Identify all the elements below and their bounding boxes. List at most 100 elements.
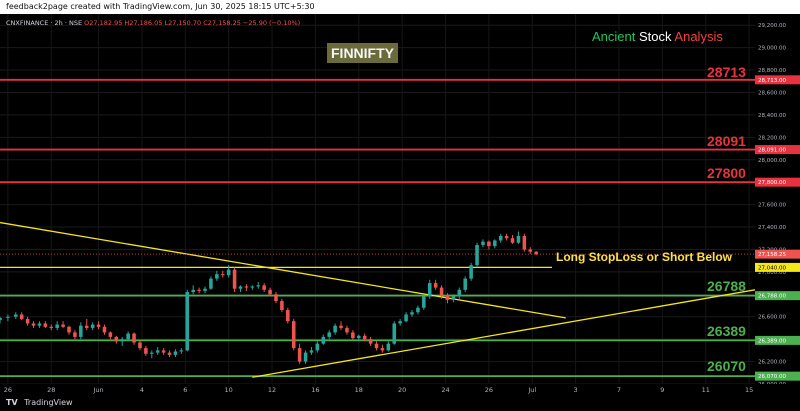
price-tag-label: 26,788.00 (758, 294, 786, 300)
candle-body-74 (439, 287, 444, 296)
candle-body-13 (79, 325, 83, 337)
candle-body-48 (286, 310, 290, 322)
candle-body-19 (114, 336, 119, 342)
time-tick-label: 10 (225, 386, 233, 394)
title-box: FINNIFTY (327, 43, 398, 63)
tradingview-logo-icon: TV (6, 398, 18, 407)
candle-body-44 (262, 285, 266, 290)
candle-body-4 (25, 318, 30, 324)
price-tags: 28,713.00 28,091.00 27,800.00 27,158.25 27,0… (755, 75, 800, 381)
price-tag-label: 28,713.00 (758, 78, 786, 84)
brand-watermark: Ancient Stock Analysis (592, 29, 723, 44)
candles (0, 231, 538, 364)
footer-brand: TradingView (24, 398, 73, 407)
time-tick-label: 26 (485, 386, 493, 394)
time-tick-label: Jul (527, 386, 536, 394)
time-tick-label: 6 (183, 386, 187, 394)
price-tick-label: 28,200.00 (758, 135, 786, 141)
price-tag-bg-3 (755, 249, 800, 259)
attribution-bar: feedback2page created with TradingView.c… (0, 0, 800, 14)
candle-body-28 (167, 352, 172, 355)
price-tag-bg-0 (755, 75, 800, 85)
candle-body-20 (120, 339, 124, 342)
candle-body-57 (339, 325, 343, 328)
time-tick-label: 16 (311, 386, 319, 394)
time-tick-label: 12 (268, 386, 276, 394)
candle-body-68 (404, 314, 408, 322)
candle-body-59 (351, 332, 355, 339)
price-tag-label: 27,040.00 (758, 265, 786, 271)
price-tick-label: 26,000.00 (758, 382, 786, 384)
time-tick-label: 4 (140, 386, 144, 394)
price-chart[interactable] (0, 14, 755, 384)
candle-body-22 (132, 333, 136, 343)
candle-body-34 (203, 288, 207, 291)
price-tick-label: 28,800.00 (758, 68, 786, 74)
price-tick-label: 26,600.00 (758, 315, 786, 321)
candle-body-47 (280, 301, 284, 310)
symbol-header: CNXFINANCE · 2h · NSE O27,182.95 H27,186… (6, 19, 300, 27)
price-tag-label: 27,158.25 (758, 252, 786, 258)
chart-grid (0, 14, 755, 384)
price-tag-bg-4 (755, 262, 800, 272)
candle-body-7 (43, 323, 48, 327)
candle-body-12 (73, 332, 77, 337)
time-tick-label: 15 (745, 386, 753, 394)
candle-body-63 (374, 343, 379, 349)
price-tag-bg-6 (755, 335, 800, 345)
candle-body-80 (475, 244, 479, 266)
candle-body-29 (173, 351, 178, 355)
brand-word-analysis: Analysis (674, 29, 723, 44)
candle-body-67 (398, 321, 402, 324)
price-tag-bg-5 (755, 291, 800, 301)
candle-body-85 (504, 236, 509, 239)
candle-body-6 (37, 323, 42, 326)
price-tag-label: 26,389.00 (758, 338, 786, 344)
time-tick-label: 9 (660, 386, 664, 394)
level-label-26788: 26788 (707, 278, 746, 294)
time-tick-label: 11 (702, 386, 710, 394)
candle-body-60 (356, 335, 361, 339)
price-tag-bg-2 (755, 177, 800, 187)
candle-body-11 (67, 326, 71, 333)
price-tag-bg-7 (755, 371, 800, 381)
candle-body-31 (185, 292, 190, 351)
candle-body-9 (55, 324, 59, 328)
candle-body-36 (215, 274, 219, 279)
candle-body-50 (297, 348, 302, 362)
time-tick-label: Jun (92, 386, 103, 394)
candle-body-56 (333, 325, 337, 333)
candle-body-70 (416, 307, 420, 313)
candle-body-84 (498, 236, 503, 241)
candle-body-24 (144, 348, 148, 354)
footer-bar: TV TradingView (0, 394, 800, 411)
candle-body-17 (102, 326, 107, 333)
candle-body-69 (410, 312, 414, 315)
candle-body-26 (155, 350, 160, 353)
candle-body-41 (244, 286, 249, 288)
candle-body-86 (510, 238, 515, 243)
candle-body-18 (108, 332, 113, 337)
candle-body-72 (427, 283, 432, 297)
price-tick-label: 26,200.00 (758, 360, 786, 366)
candle-body-1 (6, 316, 10, 318)
level-label-27800: 27800 (707, 165, 746, 181)
candle-body-23 (138, 342, 142, 349)
candle-body-45 (268, 289, 272, 295)
candle-body-89 (528, 249, 533, 252)
stoploss-note: Long StopLoss or Short Below (556, 250, 732, 264)
candle-body-65 (386, 343, 391, 351)
candle-body-73 (433, 283, 438, 288)
candle-body-55 (327, 332, 331, 337)
candle-body-61 (362, 335, 367, 340)
trendline-0 (0, 221, 566, 319)
price-axis[interactable]: 29,200.00 29,000.00 28,800.00 28,600.00 28,4… (755, 14, 800, 384)
level-label-28713: 28713 (707, 64, 746, 80)
attribution-text: feedback2page created with TradingView.c… (6, 2, 315, 11)
candle-body-16 (96, 324, 101, 327)
candle-body-54 (321, 336, 326, 344)
time-axis[interactable]: 26 28 Jun 4 6 10 12 16 18 20 24 26 Jul 3 7 9 11 15 (0, 384, 800, 394)
candle-body-46 (274, 294, 278, 302)
time-axis-ticks: 26 28 Jun 4 6 10 12 16 18 20 24 26 Jul 3 7 9 11 15 (4, 386, 753, 394)
